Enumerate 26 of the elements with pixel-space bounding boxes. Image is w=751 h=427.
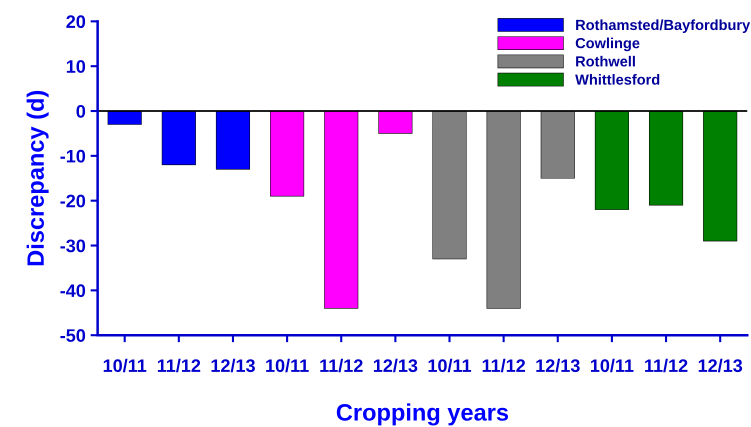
y-tick-label: 20 [66,15,86,28]
legend-label: Rothamsted/Bayfordbury [576,19,750,33]
x-tick-label: 10/11 [104,358,146,372]
x-tick-label: 12/13 [212,358,255,372]
x-tick-label: 12/13 [374,358,418,372]
legend-label: Cowlinge [576,38,640,52]
y-tick-label: -40 [60,284,86,298]
legend-label: Rothwell [576,56,635,67]
y-tick-label: 10 [66,60,86,73]
y-tick-label: -10 [60,150,86,163]
x-tick-label: 12/13 [536,358,580,372]
x-tick-label: 11/12 [482,358,526,372]
y-tick-label: -50 [60,329,86,342]
x-tick-label: 10/11 [428,358,472,372]
y-axis-title: Discrepancy (d) [26,90,49,266]
x-tick-label: 12/13 [698,358,742,372]
x-tick-label: 10/11 [266,358,309,372]
x-tick-label: 11/12 [645,358,688,372]
x-axis-title: Cropping years [336,403,508,426]
legend-label: Whittlesford [575,74,660,85]
y-tick-label: 0 [76,104,86,118]
x-tick-label: 11/12 [320,358,363,372]
y-tick-label: -20 [60,194,86,208]
y-tick-label: -30 [60,239,86,252]
x-tick-label: 11/12 [158,358,200,372]
x-tick-label: 10/11 [590,358,634,372]
